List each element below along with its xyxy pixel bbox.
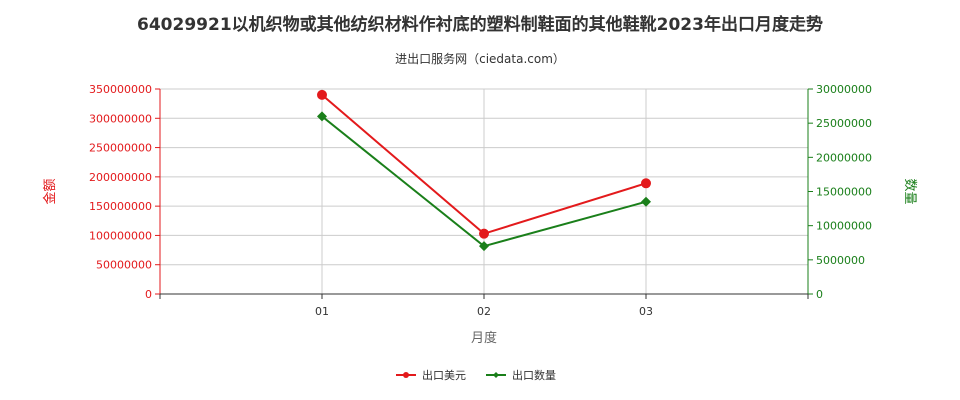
- left-axis-tick-label: 200000000: [89, 171, 152, 184]
- right-axis-tick-label: 15000000: [816, 186, 872, 199]
- legend-label: 出口美元: [422, 368, 466, 382]
- data-point-diamond[interactable]: [641, 196, 651, 207]
- data-point-circle[interactable]: [641, 178, 651, 189]
- x-axis-tick-label: 02: [477, 305, 491, 318]
- right-axis-title: 数量: [902, 178, 917, 204]
- left-axis-tick-label: 50000000: [96, 259, 152, 272]
- legend-item-2[interactable]: 出口数量: [486, 368, 556, 382]
- x-axis-tick-label: 03: [639, 305, 653, 318]
- left-axis-title: 金额: [42, 178, 58, 204]
- left-axis-tick-label: 300000000: [89, 112, 152, 125]
- right-axis-tick-label: 30000000: [816, 83, 872, 96]
- left-axis-tick-label: 100000000: [89, 229, 152, 242]
- left-axis-tick-label: 0: [145, 288, 152, 301]
- x-axis-title: 月度: [471, 330, 497, 346]
- legend-marker: [493, 372, 499, 378]
- data-point-circle[interactable]: [317, 89, 327, 100]
- legend-marker: [403, 372, 409, 378]
- right-axis-tick-label: 5000000: [816, 254, 865, 267]
- data-point-diamond[interactable]: [479, 241, 489, 252]
- legend-layer[interactable]: 出口美元 出口数量: [396, 368, 556, 382]
- left-axis-tick-label: 250000000: [89, 142, 152, 155]
- data-point-circle[interactable]: [479, 228, 489, 239]
- axes-layer: 0500000001000000001500000002000000002500…: [42, 83, 917, 346]
- chart-title: 64029921以机织物或其他纺织材料作衬底的塑料制鞋面的其他鞋靴2023年出口…: [137, 15, 823, 35]
- right-axis-tick-label: 25000000: [816, 117, 872, 130]
- left-axis-tick-label: 150000000: [89, 200, 152, 213]
- right-axis-tick-label: 20000000: [816, 151, 872, 164]
- chart-subtitle: 进出口服务网（ciedata.com）: [395, 52, 565, 66]
- legend-item-1[interactable]: 出口美元: [396, 368, 466, 382]
- right-axis-tick-label: 10000000: [816, 220, 872, 233]
- right-axis-tick-label: 0: [816, 288, 823, 301]
- data-point-diamond[interactable]: [317, 111, 327, 122]
- legend-label: 出口数量: [512, 368, 556, 382]
- left-axis-tick-label: 350000000: [89, 83, 152, 96]
- x-axis-tick-label: 01: [315, 305, 329, 318]
- series-layer: [317, 89, 651, 252]
- grid-layer: [159, 88, 809, 295]
